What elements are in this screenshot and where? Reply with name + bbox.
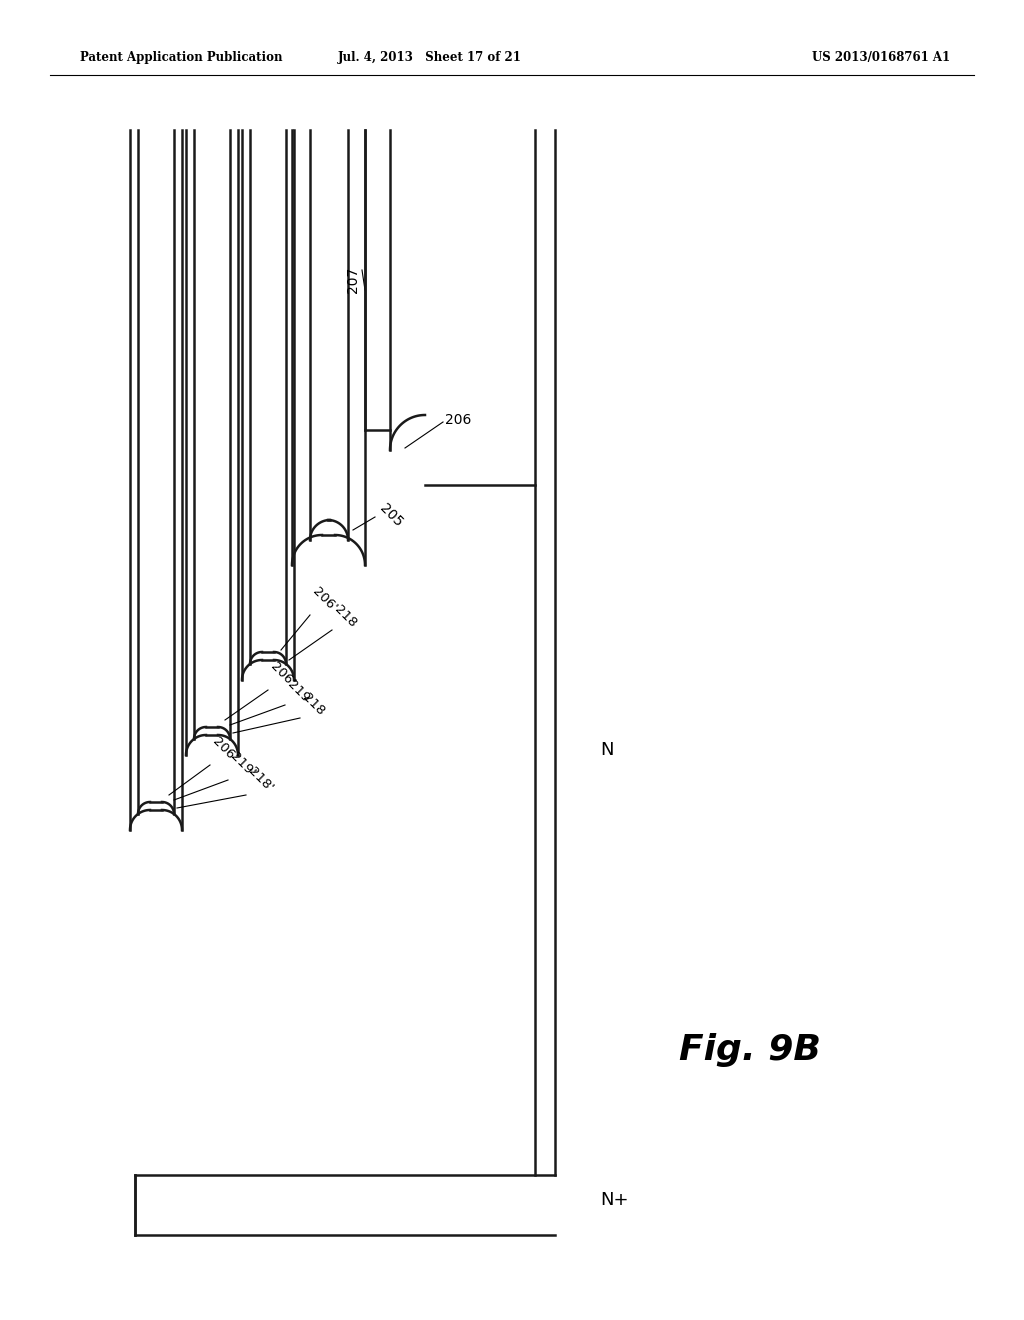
Text: 206': 206'	[310, 585, 340, 615]
Text: 219': 219'	[228, 750, 258, 780]
Text: 218': 218'	[246, 766, 275, 795]
Text: Jul. 4, 2013   Sheet 17 of 21: Jul. 4, 2013 Sheet 17 of 21	[338, 51, 522, 65]
Text: Fig. 9B: Fig. 9B	[679, 1034, 821, 1067]
Text: 218: 218	[300, 690, 327, 718]
Text: 206: 206	[445, 413, 471, 426]
Text: N: N	[600, 741, 613, 759]
Text: 206': 206'	[268, 660, 298, 690]
Text: 206': 206'	[210, 735, 240, 766]
Text: 218: 218	[332, 603, 359, 630]
Text: 207: 207	[346, 267, 360, 293]
Text: 205: 205	[377, 500, 406, 529]
Text: US 2013/0168761 A1: US 2013/0168761 A1	[812, 51, 950, 65]
Text: N+: N+	[600, 1191, 629, 1209]
Text: Patent Application Publication: Patent Application Publication	[80, 51, 283, 65]
Text: 219: 219	[285, 678, 312, 705]
